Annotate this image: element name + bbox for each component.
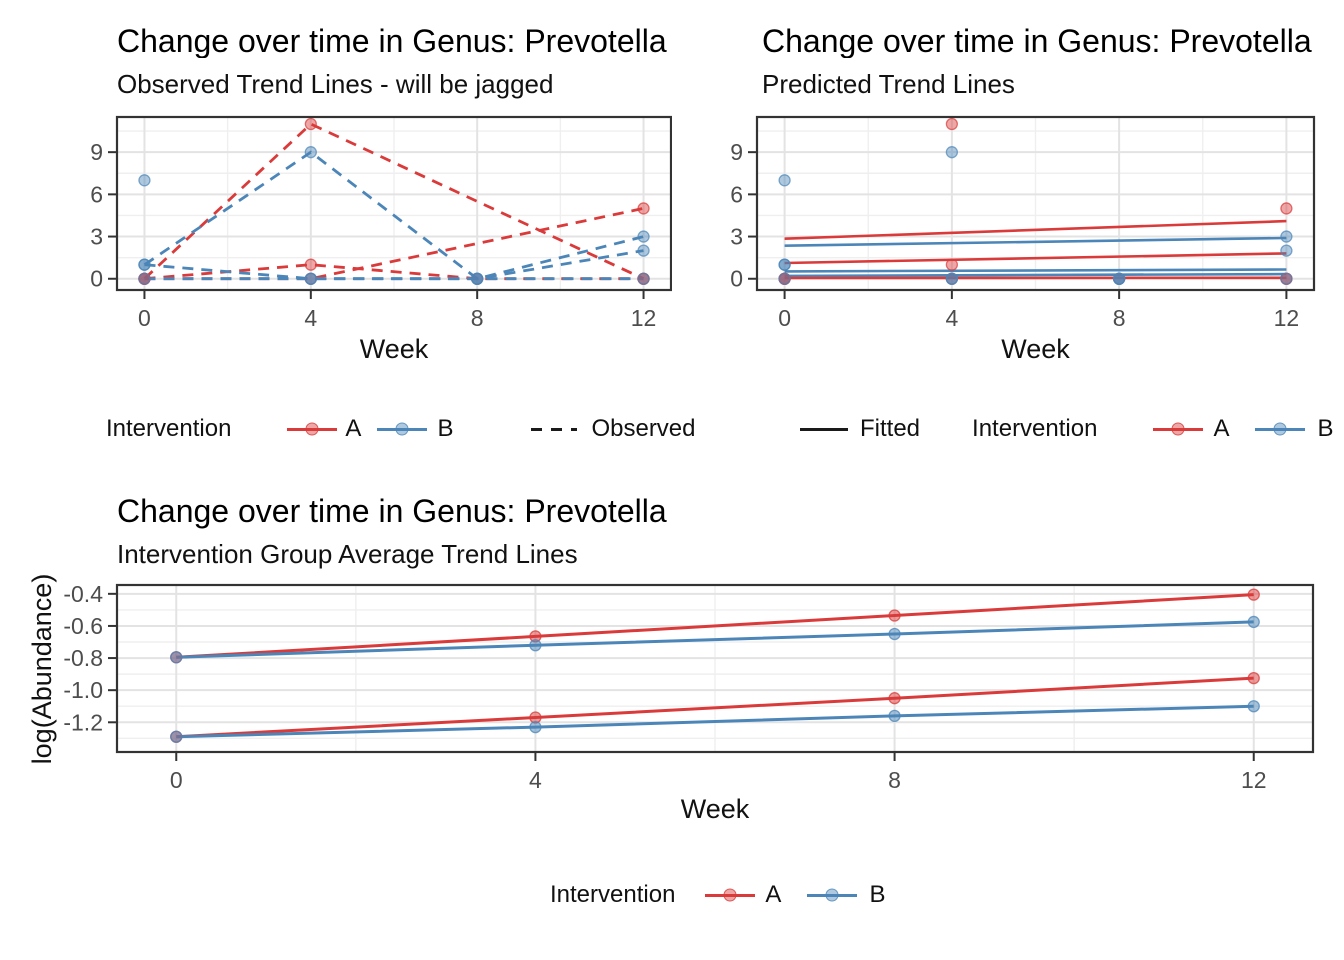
legend-key-b-blue-line-point-icon — [377, 416, 428, 442]
x-axis-title: Week — [359, 334, 429, 364]
svg-text:9: 9 — [730, 139, 743, 165]
svg-text:12: 12 — [1241, 767, 1267, 793]
legend-key-fitted-solid-line-icon — [800, 427, 848, 431]
legend-label-b: B — [1317, 415, 1334, 442]
observed-plot-area: 0 4 8 12 0 3 6 9 — [90, 115, 672, 331]
svg-text:12: 12 — [1274, 305, 1300, 331]
group-average-plot-area: 0 4 8 12 -1.2 -1.0 -0.8 -0.6 -0.4 — [63, 581, 1315, 793]
svg-text:8: 8 — [888, 767, 901, 793]
legend-title: Intervention — [106, 415, 232, 442]
legend-observed: Intervention A B Observed — [106, 411, 696, 447]
chart-subtitle: Observed Trend Lines - will be jagged — [117, 69, 554, 99]
legend-key-b-blue-line-point-icon — [1255, 416, 1306, 442]
svg-text:0: 0 — [138, 305, 151, 331]
legend-title: Intervention — [972, 415, 1098, 442]
svg-text:4: 4 — [529, 767, 542, 793]
observed-trend-chart: 0 4 8 12 0 3 6 9 Change over time in Genus: Pre… — [0, 0, 695, 470]
predicted-plot-area: 0 4 8 12 0 3 6 9 — [730, 115, 1316, 331]
legend-label-a: A — [765, 881, 782, 908]
legend-group-average: Intervention A B — [550, 877, 885, 913]
svg-text:8: 8 — [471, 305, 484, 331]
svg-text:0: 0 — [170, 767, 183, 793]
svg-text:3: 3 — [730, 224, 743, 250]
svg-text:-0.6: -0.6 — [63, 613, 103, 639]
chart-title: Change over time in Genus: Prevotella — [117, 24, 667, 58]
svg-text:3: 3 — [90, 224, 103, 250]
legend-key-observed-dashed-line-icon — [531, 427, 578, 431]
svg-text:6: 6 — [730, 181, 743, 207]
group-average-trend-chart: 0 4 8 12 -1.2 -1.0 -0.8 -0.6 -0.4 Change over ti… — [0, 470, 1344, 960]
chart-title: Change over time in Genus: Prevotella — [117, 493, 667, 529]
chart-subtitle: Predicted Trend Lines — [762, 69, 1015, 99]
x-axis-title: Week — [680, 794, 750, 824]
legend-label-a: A — [345, 415, 362, 442]
legend-key-a-red-line-point-icon — [287, 416, 338, 442]
svg-text:0: 0 — [778, 305, 791, 331]
legend-label-observed: Observed — [591, 415, 696, 442]
svg-text:-0.4: -0.4 — [63, 581, 103, 607]
svg-text:-0.8: -0.8 — [63, 645, 103, 671]
svg-text:8: 8 — [1113, 305, 1126, 331]
svg-text:0: 0 — [90, 266, 103, 292]
svg-text:4: 4 — [304, 305, 317, 331]
legend-label-b: B — [869, 881, 886, 908]
chart-title: Change over time in Genus: Prevotella — [762, 24, 1312, 58]
svg-text:9: 9 — [90, 139, 103, 165]
x-axis-title: Week — [1001, 334, 1070, 364]
legend-label-fitted: Fitted — [860, 415, 921, 442]
svg-text:-1.0: -1.0 — [63, 677, 103, 703]
predicted-trend-chart: 0 4 8 12 0 3 6 9 Change over time in Genus: Pre… — [672, 0, 1344, 470]
svg-text:4: 4 — [945, 305, 958, 331]
legend-predicted: Fitted Intervention A B — [800, 411, 1333, 447]
legend-label-a: A — [1213, 415, 1230, 442]
chart-subtitle: Intervention Group Average Trend Lines — [117, 539, 578, 569]
svg-text:6: 6 — [90, 181, 103, 207]
y-axis-title: log(Abundance) — [27, 573, 57, 765]
svg-text:12: 12 — [631, 305, 657, 331]
legend-label-b: B — [437, 415, 454, 442]
legend-key-b-blue-line-point-icon — [807, 882, 858, 908]
svg-text:0: 0 — [730, 266, 743, 292]
legend-key-a-red-line-point-icon — [1153, 416, 1204, 442]
legend-title: Intervention — [550, 881, 676, 908]
legend-key-a-red-line-point-icon — [705, 882, 756, 908]
svg-text:-1.2: -1.2 — [63, 709, 103, 735]
